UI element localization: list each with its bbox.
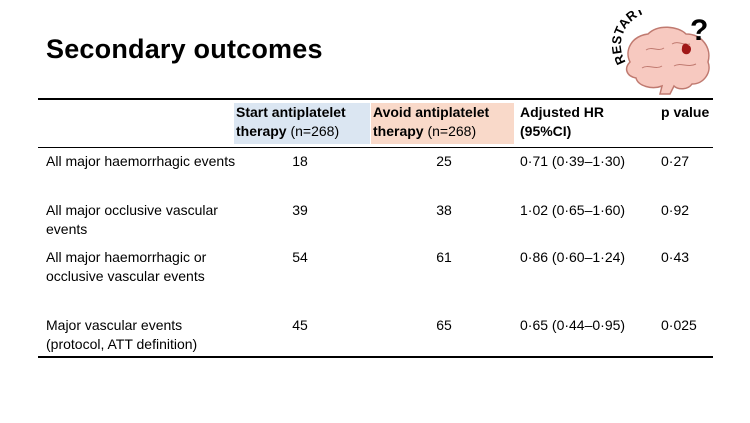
- header-p-value: p value: [661, 104, 710, 120]
- avoid-count: 65: [436, 317, 452, 333]
- header-start-therapy: Start antiplatelet therapy (n=268): [234, 103, 370, 144]
- start-count: 45: [292, 317, 308, 333]
- avoid-count: 61: [436, 249, 452, 265]
- start-count: 18: [292, 153, 308, 169]
- avoid-count: 25: [436, 153, 452, 169]
- table-bottom-rule: [38, 356, 713, 358]
- bleed-icon: [681, 43, 691, 55]
- p-value: 0·025: [661, 317, 697, 333]
- adjusted-hr: 0·65 (0·44–0·95): [520, 317, 626, 333]
- adjusted-hr: 1·02 (0·65–1·60): [520, 202, 626, 218]
- slide-title: Secondary outcomes: [46, 34, 323, 64]
- restart-logo: RESTART ?: [612, 10, 710, 95]
- table-header-rule: [38, 147, 713, 148]
- p-value: 0·27: [661, 153, 690, 169]
- p-value: 0·43: [661, 249, 690, 265]
- outcome-label: All major haemorrhagic events: [46, 153, 236, 169]
- start-count: 54: [292, 249, 308, 265]
- avoid-count: 38: [436, 202, 452, 218]
- table-top-rule: [38, 98, 713, 100]
- outcome-label: All major haemorrhagic or occlusive vasc…: [46, 249, 207, 284]
- outcome-label: All major occlusive vascular events: [46, 202, 218, 237]
- adjusted-hr: 0·86 (0·60–1·24): [520, 249, 626, 265]
- adjusted-hr: 0·71 (0·39–1·30): [520, 153, 626, 169]
- start-count: 39: [292, 202, 308, 218]
- p-value: 0·92: [661, 202, 690, 218]
- logo-question-mark: ?: [690, 14, 708, 47]
- outcome-label: Major vascular events (protocol, ATT def…: [46, 317, 198, 352]
- header-avoid-therapy: Avoid antiplatelet therapy (n=268): [371, 103, 514, 144]
- header-adjusted-hr: Adjusted HR (95%CI): [520, 104, 604, 139]
